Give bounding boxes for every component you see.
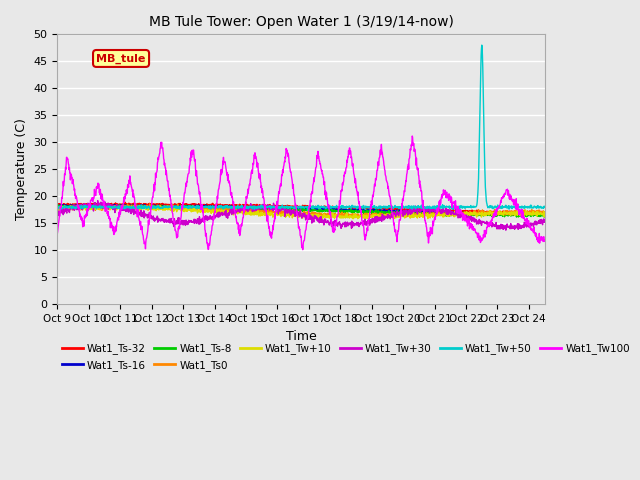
Y-axis label: Temperature (C): Temperature (C) (15, 119, 28, 220)
Title: MB Tule Tower: Open Water 1 (3/19/14-now): MB Tule Tower: Open Water 1 (3/19/14-now… (148, 15, 453, 29)
Text: MB_tule: MB_tule (97, 53, 146, 63)
Legend: Wat1_Ts-32, Wat1_Ts-16, Wat1_Ts-8, Wat1_Ts0, Wat1_Tw+10, Wat1_Tw+30, Wat1_Tw+50,: Wat1_Ts-32, Wat1_Ts-16, Wat1_Ts-8, Wat1_… (58, 339, 634, 375)
X-axis label: Time: Time (285, 330, 316, 343)
